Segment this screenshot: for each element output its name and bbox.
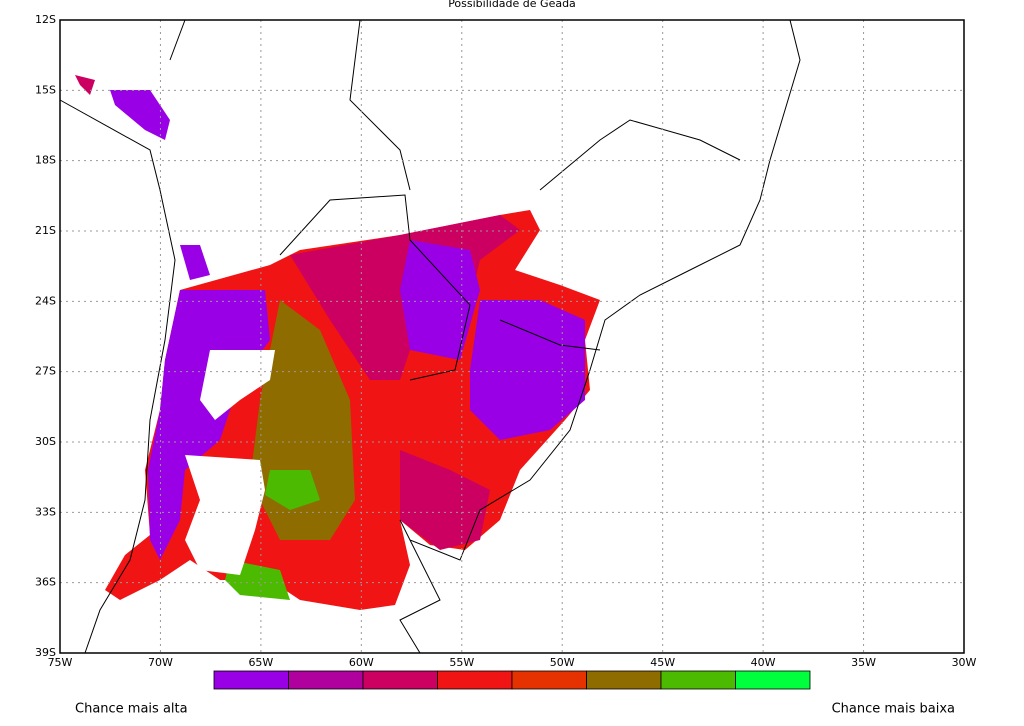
lat-label: 27S bbox=[35, 365, 56, 378]
colorbar-swatch bbox=[213, 670, 289, 690]
lat-label: 36S bbox=[35, 576, 56, 589]
colorbar bbox=[213, 670, 811, 690]
frost-field bbox=[75, 75, 600, 610]
lon-label: 70W bbox=[148, 656, 173, 669]
lon-label: 35W bbox=[851, 656, 876, 669]
colorbar-swatch bbox=[586, 670, 662, 690]
lon-label: 45W bbox=[650, 656, 675, 669]
lon-label: 50W bbox=[550, 656, 575, 669]
lat-label: 15S bbox=[35, 83, 56, 96]
colorbar-swatch bbox=[735, 670, 811, 690]
lat-label: 30S bbox=[35, 435, 56, 448]
colorbar-left-label: Chance mais alta bbox=[75, 702, 188, 717]
lon-label: 40W bbox=[751, 656, 776, 669]
colorbar-swatch bbox=[288, 670, 364, 690]
colorbar-swatch bbox=[511, 670, 587, 690]
colorbar-swatch bbox=[437, 670, 513, 690]
lon-label: 65W bbox=[248, 656, 273, 669]
lat-label: 33S bbox=[35, 505, 56, 518]
lat-label: 12S bbox=[35, 13, 56, 26]
lon-label: 30W bbox=[952, 656, 977, 669]
colorbar-swatch bbox=[362, 670, 438, 690]
colorbar-right-label: Chance mais baixa bbox=[832, 702, 955, 717]
lat-label: 24S bbox=[35, 294, 56, 307]
map-title: Possibilidade de Geada bbox=[448, 0, 576, 10]
lon-label: 55W bbox=[449, 656, 474, 669]
map-frame bbox=[59, 19, 965, 654]
lon-label: 60W bbox=[349, 656, 374, 669]
graticule bbox=[60, 20, 964, 653]
lon-label: 75W bbox=[48, 656, 73, 669]
lat-label: 39S bbox=[35, 646, 56, 659]
lat-label: 21S bbox=[35, 224, 56, 237]
coastlines bbox=[59, 19, 801, 654]
colorbar-swatch bbox=[660, 670, 736, 690]
lat-label: 18S bbox=[35, 154, 56, 167]
